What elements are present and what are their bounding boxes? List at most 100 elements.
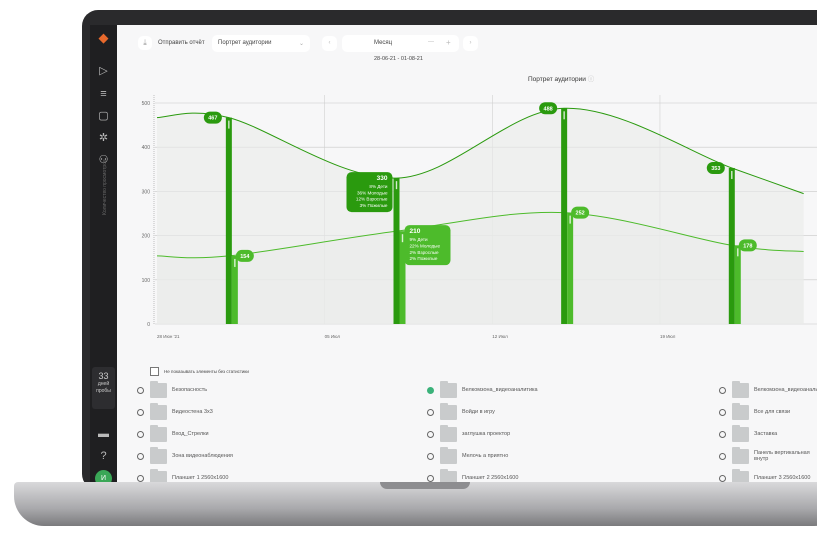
- trial-days: 33: [98, 371, 109, 381]
- data-label: 353: [711, 166, 720, 172]
- radio-button[interactable]: [719, 408, 726, 416]
- x-tick-label: 19 Июл: [660, 334, 676, 339]
- list-item[interactable]: Все для связи: [719, 402, 791, 420]
- upper-bar: [393, 178, 400, 324]
- value-bubble: [539, 102, 558, 115]
- person-icon: [228, 120, 230, 129]
- list-item[interactable]: Зона видеонаблюдения: [137, 446, 233, 464]
- tooltip-line: 2% Взрослые: [410, 250, 439, 255]
- trial-badge[interactable]: 33 дней пробы: [92, 367, 115, 409]
- radio-button[interactable]: [427, 474, 434, 482]
- y-tick-label: 300: [142, 189, 151, 195]
- list-item[interactable]: Войди в игру: [427, 402, 495, 420]
- radio-button[interactable]: [427, 408, 434, 416]
- folder-icon: [150, 424, 167, 442]
- help-icon[interactable]: ?: [100, 450, 107, 462]
- period-select[interactable]: Месяц — +: [342, 35, 459, 52]
- checkbox-box[interactable]: [150, 367, 159, 376]
- data-label: 252: [576, 211, 585, 217]
- lower-bar: [399, 231, 406, 324]
- tooltip-line: 12% Взрослые: [356, 197, 388, 202]
- list-item-label: заглушка проектор: [462, 431, 511, 437]
- folder-icon: [732, 380, 749, 398]
- tooltip-line: 36% Молодые: [357, 190, 388, 195]
- folder-icon: [440, 380, 457, 398]
- list-item[interactable]: Планшет 1 2560x1600: [137, 468, 229, 482]
- data-label: 488: [544, 106, 553, 112]
- prev-period-button[interactable]: ‹: [322, 36, 337, 51]
- radio-button[interactable]: [137, 386, 144, 394]
- lower-bar: [734, 245, 741, 324]
- hide-empty-checkbox[interactable]: Не показывать элементы без статистики: [150, 367, 249, 376]
- list-item[interactable]: Мелочь а приятно: [427, 446, 508, 464]
- folder-icon: [732, 424, 749, 442]
- list-item-label: Вход_Стрелки: [172, 431, 209, 437]
- report-select[interactable]: Портрет аудитории ⌄: [212, 35, 310, 52]
- radio-button[interactable]: [137, 408, 144, 416]
- list-item[interactable]: Панель вертикальная внутр: [719, 446, 817, 464]
- zoom-in-icon[interactable]: +: [446, 38, 451, 47]
- radio-button[interactable]: [137, 430, 144, 438]
- list-item[interactable]: Заставка: [719, 424, 777, 442]
- lower-bar: [567, 212, 574, 324]
- list-item[interactable]: Безопасность: [137, 380, 208, 398]
- radio-button[interactable]: [719, 386, 726, 394]
- next-period-button[interactable]: ›: [463, 36, 478, 51]
- value-bubble: [235, 249, 254, 262]
- radio-button[interactable]: [427, 452, 434, 460]
- folder-icon: [150, 446, 167, 464]
- download-icon[interactable]: ⤓: [138, 36, 152, 50]
- list-item[interactable]: заглушка проектор: [427, 424, 511, 442]
- y-tick-label: 200: [142, 234, 151, 240]
- list-item[interactable]: Видеостена 3x3: [137, 402, 213, 420]
- value-bubble: [738, 239, 757, 252]
- tooltip-line: 9% Дети: [410, 237, 429, 242]
- person-icon: [395, 181, 398, 190]
- file-icon[interactable]: ▢: [98, 110, 109, 122]
- x-tick-label: 28 Июн '21: [157, 334, 180, 339]
- radio-button[interactable]: [137, 474, 144, 482]
- list-item-label: Безопасность: [172, 387, 208, 393]
- tooltip: [346, 172, 393, 213]
- data-label: 154: [240, 254, 250, 260]
- monitor-icon[interactable]: ▬: [98, 428, 109, 440]
- radio-button[interactable]: [719, 430, 726, 438]
- person-icon: [234, 258, 236, 267]
- upper-bar: [561, 108, 568, 324]
- radio-button[interactable]: [427, 430, 434, 438]
- list-item[interactable]: Велкомзона_видеоаналитика: [719, 380, 817, 398]
- list-item-label: Велкомзона_видеоаналитика: [462, 387, 538, 393]
- radio-button[interactable]: [137, 452, 144, 460]
- list-item[interactable]: Планшет 2 2560x1600: [427, 468, 518, 482]
- folder-icon: [150, 402, 167, 420]
- folder-icon: [440, 402, 457, 420]
- send-report-button[interactable]: Отправить отчёт: [158, 40, 205, 46]
- play-icon[interactable]: ▷: [99, 65, 108, 77]
- person-icon: [731, 170, 733, 179]
- laptop-notch: [380, 482, 470, 489]
- user-icon[interactable]: ⚇: [98, 154, 109, 166]
- list-item[interactable]: Велкомзона_видеоаналитика: [427, 380, 538, 398]
- upper-bar: [225, 117, 232, 324]
- avatar[interactable]: И: [95, 470, 112, 482]
- zoom-out-icon[interactable]: —: [428, 39, 434, 45]
- list-item-label: Планшет 1 2560x1600: [172, 475, 229, 481]
- data-label: 467: [208, 116, 217, 122]
- tooltip-line: 22% Молодые: [410, 243, 441, 248]
- audience-chart: 0 100 200 300 400 500 28 Июн '21 05 Июл 12 Июл 19…: [142, 95, 817, 339]
- list-item[interactable]: Планшет 3 2560x1600: [719, 468, 810, 482]
- folder-icon: [440, 424, 457, 442]
- radio-button[interactable]: [719, 474, 726, 482]
- sidebar: ◆ ▷ ≡ ▢ ✲ ⚇ 33 дней пробы ▬ ? И: [90, 25, 117, 482]
- data-label: 178: [743, 243, 752, 249]
- list-item-label: Велкомзона_видеоаналитика: [754, 387, 817, 393]
- list-item-label: Все для связи: [754, 409, 791, 415]
- list-item[interactable]: Вход_Стрелки: [137, 424, 209, 442]
- folder-icon: [732, 468, 749, 482]
- loader-icon[interactable]: ✲: [98, 132, 109, 144]
- list-item-label: Зона видеонаблюдения: [172, 453, 233, 459]
- folder-icon: [150, 380, 167, 398]
- radio-button[interactable]: [427, 386, 434, 394]
- list-icon[interactable]: ≡: [100, 88, 107, 100]
- radio-button[interactable]: [719, 452, 726, 460]
